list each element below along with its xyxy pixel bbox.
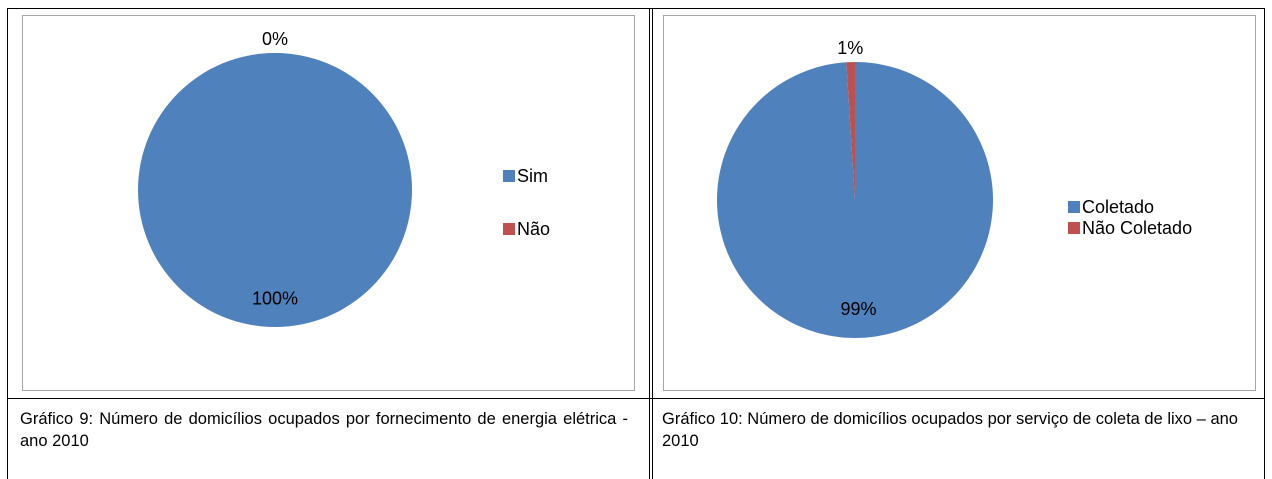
pie-slice bbox=[846, 62, 855, 200]
legend-swatch bbox=[503, 170, 515, 182]
legend-label: Coletado bbox=[1082, 197, 1154, 217]
legend-swatch bbox=[503, 223, 515, 235]
data-label: 1% bbox=[837, 38, 863, 58]
legend-label: Não bbox=[517, 219, 550, 239]
legend-label: Não Coletado bbox=[1082, 218, 1192, 238]
data-label: 0% bbox=[262, 29, 288, 49]
legend-label: Sim bbox=[517, 166, 548, 186]
pie-slice bbox=[138, 53, 412, 327]
caption: Gráfico 10: Número de domicílios ocupado… bbox=[662, 410, 1238, 450]
caption: Gráfico 9: Número de domicílios ocupados… bbox=[20, 410, 628, 450]
legend-swatch bbox=[1068, 222, 1080, 234]
pie-slice bbox=[717, 62, 993, 339]
legend-swatch bbox=[1068, 201, 1080, 213]
data-label: 99% bbox=[840, 299, 876, 319]
data-label: 100% bbox=[252, 288, 298, 308]
